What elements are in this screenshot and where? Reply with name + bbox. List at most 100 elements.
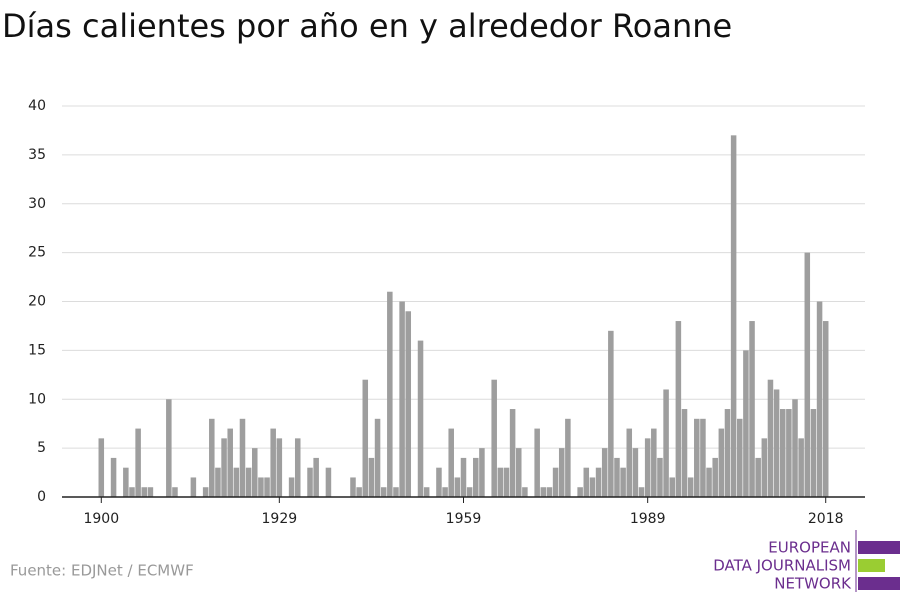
bar — [779, 409, 786, 497]
bar — [687, 477, 694, 497]
y-tick-label: 35 — [28, 147, 46, 163]
bar — [816, 301, 823, 497]
bar — [718, 428, 725, 497]
bar — [786, 409, 792, 497]
bar — [460, 457, 467, 497]
bar — [577, 487, 583, 497]
bar — [565, 418, 571, 497]
bar — [546, 487, 553, 497]
bar — [356, 487, 362, 497]
x-tick-label: 1959 — [446, 511, 482, 527]
y-tick-label: 20 — [28, 294, 46, 310]
bar — [350, 477, 356, 497]
y-tick-label: 15 — [28, 342, 46, 358]
source: Fuente: EDJNet / ECMWF — [10, 562, 194, 580]
bar — [129, 487, 135, 497]
logo-text: NETWORK — [774, 575, 852, 593]
bar — [700, 418, 706, 497]
bar — [374, 418, 381, 497]
bar — [454, 477, 461, 497]
bar — [736, 418, 743, 497]
x-tick-label: 1900 — [83, 511, 119, 527]
bar — [387, 291, 393, 497]
bar — [589, 477, 596, 497]
bar — [706, 467, 712, 497]
bar — [749, 321, 755, 497]
bar — [466, 487, 473, 497]
bar — [822, 321, 829, 497]
bar — [147, 487, 154, 497]
bar — [423, 487, 430, 497]
bar — [141, 487, 148, 497]
bar — [190, 477, 197, 497]
bar — [252, 448, 258, 497]
bar — [325, 467, 332, 497]
bar — [215, 467, 221, 497]
bar — [491, 379, 497, 497]
bar — [620, 467, 626, 497]
bar — [522, 487, 528, 497]
y-tick-label: 25 — [28, 245, 46, 261]
bar — [276, 438, 283, 497]
bar — [583, 467, 590, 497]
y-tick-label: 0 — [37, 489, 46, 505]
bar — [294, 438, 301, 497]
logo-text: EUROPEAN — [768, 539, 851, 557]
bar — [417, 340, 424, 497]
y-tick-label: 30 — [28, 196, 46, 212]
bar — [638, 487, 645, 497]
bar — [810, 409, 817, 497]
bar — [534, 428, 540, 497]
bar — [509, 409, 516, 497]
bar — [245, 467, 252, 497]
bar — [804, 252, 811, 497]
bar — [632, 448, 639, 497]
bar — [227, 428, 233, 497]
bar — [405, 311, 412, 497]
bar — [743, 350, 749, 497]
bar — [264, 477, 270, 497]
bar — [767, 379, 774, 497]
bar — [362, 379, 369, 497]
logo-block — [858, 577, 900, 590]
bar — [626, 428, 633, 497]
bar — [313, 457, 319, 497]
bar — [730, 135, 737, 497]
bar — [540, 487, 547, 497]
bar — [712, 457, 718, 497]
bar — [98, 438, 105, 497]
bar — [515, 448, 522, 497]
y-tick-label: 5 — [37, 440, 46, 456]
bar — [166, 399, 172, 497]
logo-block — [858, 541, 900, 554]
bar — [614, 457, 620, 497]
bar — [595, 467, 602, 497]
bar — [399, 301, 405, 497]
x-tick-label: 1989 — [630, 511, 666, 527]
logo: EUROPEAN DATA JOURNALISM NETWORK — [713, 530, 900, 593]
bar — [368, 457, 375, 497]
bar — [380, 487, 387, 497]
bar — [221, 438, 227, 497]
bar — [110, 457, 117, 497]
bar — [479, 448, 485, 497]
bar — [608, 330, 614, 497]
bar — [503, 467, 510, 497]
bar — [239, 418, 246, 497]
bar — [172, 487, 178, 497]
bar — [792, 399, 798, 497]
bar — [473, 457, 479, 497]
bar — [644, 438, 651, 497]
bar — [497, 467, 504, 497]
bar — [448, 428, 454, 497]
bar — [552, 467, 559, 497]
bar — [307, 467, 313, 497]
y-tick-label: 40 — [28, 98, 46, 114]
chart-title: Días calientes por año en y alrededor Ro… — [2, 7, 732, 45]
bar — [798, 438, 804, 497]
bar — [669, 477, 675, 497]
bar — [558, 448, 565, 497]
bar — [755, 457, 761, 497]
bar — [773, 389, 780, 497]
bar — [202, 487, 209, 497]
